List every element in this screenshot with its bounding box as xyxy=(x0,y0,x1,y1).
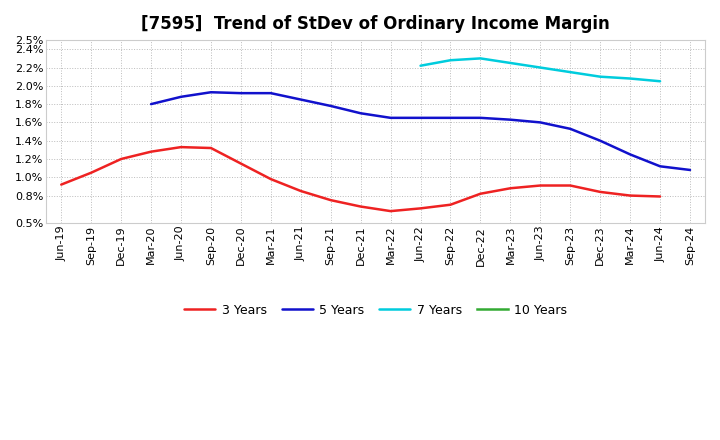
5 Years xyxy=(176,94,185,99)
7 Years xyxy=(566,70,575,75)
5 Years xyxy=(476,115,485,121)
Line: 5 Years: 5 Years xyxy=(151,92,690,170)
3 Years xyxy=(147,149,156,154)
3 Years xyxy=(536,183,544,188)
3 Years xyxy=(446,202,455,207)
5 Years xyxy=(536,120,544,125)
3 Years xyxy=(326,198,335,203)
3 Years xyxy=(176,144,185,150)
7 Years xyxy=(416,63,425,68)
Line: 7 Years: 7 Years xyxy=(420,59,660,81)
7 Years xyxy=(476,56,485,61)
3 Years xyxy=(266,176,275,182)
5 Years xyxy=(446,115,455,121)
3 Years xyxy=(117,156,125,161)
Title: [7595]  Trend of StDev of Ordinary Income Margin: [7595] Trend of StDev of Ordinary Income… xyxy=(141,15,610,33)
3 Years xyxy=(356,204,365,209)
5 Years xyxy=(596,138,605,143)
3 Years xyxy=(626,193,634,198)
7 Years xyxy=(506,60,515,66)
5 Years xyxy=(656,164,665,169)
3 Years xyxy=(207,145,215,150)
5 Years xyxy=(416,115,425,121)
3 Years xyxy=(297,188,305,194)
7 Years xyxy=(656,79,665,84)
3 Years xyxy=(87,170,96,176)
3 Years xyxy=(506,186,515,191)
3 Years xyxy=(656,194,665,199)
7 Years xyxy=(536,65,544,70)
Line: 3 Years: 3 Years xyxy=(61,147,660,211)
3 Years xyxy=(416,206,425,211)
3 Years xyxy=(387,209,395,214)
3 Years xyxy=(476,191,485,196)
5 Years xyxy=(237,91,246,96)
5 Years xyxy=(207,90,215,95)
5 Years xyxy=(297,97,305,102)
Legend: 3 Years, 5 Years, 7 Years, 10 Years: 3 Years, 5 Years, 7 Years, 10 Years xyxy=(179,299,572,322)
5 Years xyxy=(566,126,575,132)
3 Years xyxy=(57,182,66,187)
5 Years xyxy=(147,102,156,107)
5 Years xyxy=(326,103,335,109)
7 Years xyxy=(446,58,455,63)
5 Years xyxy=(356,110,365,116)
7 Years xyxy=(626,76,634,81)
5 Years xyxy=(387,115,395,121)
3 Years xyxy=(237,161,246,166)
5 Years xyxy=(685,167,694,172)
3 Years xyxy=(566,183,575,188)
5 Years xyxy=(266,91,275,96)
5 Years xyxy=(626,152,634,157)
7 Years xyxy=(596,74,605,79)
5 Years xyxy=(506,117,515,122)
3 Years xyxy=(596,189,605,194)
